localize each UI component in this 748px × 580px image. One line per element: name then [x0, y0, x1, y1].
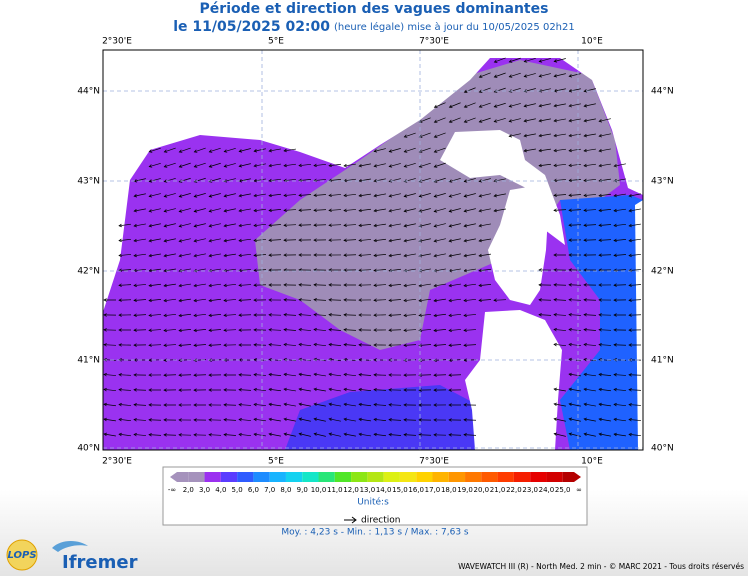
colorbar-cell	[335, 472, 351, 482]
colorbar-cell	[237, 472, 253, 482]
colorbar-cell	[253, 472, 269, 482]
colorbar-label: 18,0	[441, 486, 457, 494]
map	[103, 50, 643, 450]
date: le 11/05/2025 02:00	[173, 19, 330, 35]
lops-text: LOPS	[7, 550, 36, 561]
unit: Unité:s	[357, 497, 389, 508]
lat-label-right: 42°N	[651, 267, 674, 277]
colorbar-cell	[481, 472, 497, 482]
credits: WAVEWATCH III (R) - North Med. 2 min - ©…	[458, 562, 744, 571]
colorbar-cell	[177, 472, 188, 482]
colorbar-cell	[514, 472, 530, 482]
colorbar-label: 16,0	[408, 486, 424, 494]
lat-label-right: 44°N	[651, 87, 674, 97]
lon-label-top: 5°E	[268, 37, 284, 47]
colorbar-cell	[530, 472, 546, 482]
colorbar-cell	[563, 472, 574, 482]
stats: Moy. : 4,23 s - Min. : 1,13 s / Max. : 7…	[281, 528, 469, 538]
lon-label-bottom: 5°E	[268, 457, 284, 467]
colorbar-label: 9,0	[297, 486, 308, 494]
colorbar-label: -∞	[168, 486, 176, 494]
colorbar-label: 14,0	[376, 486, 392, 494]
lat-label-right: 40°N	[651, 444, 674, 454]
colorbar-label: ∞	[576, 486, 582, 494]
colorbar-label: 19,0	[457, 486, 473, 494]
colorbar-cell	[188, 472, 204, 482]
colorbar-label: 24,0	[539, 486, 555, 494]
direction-label: direction	[361, 516, 400, 526]
colorbar-label: 10,0	[311, 486, 327, 494]
lat-label-left: 43°N	[77, 177, 100, 187]
lon-label-bottom: 2°30'E	[102, 457, 132, 467]
lon-label-top: 7°30'E	[419, 37, 449, 47]
lat-label-right: 43°N	[651, 177, 674, 187]
colorbar-cell	[302, 472, 318, 482]
colorbar-cell	[416, 472, 432, 482]
colorbar-cell	[400, 472, 416, 482]
colorbar-cell	[270, 472, 286, 482]
lon-label-bottom: 7°30'E	[419, 457, 449, 467]
update: (heure légale) mise à jour du 10/05/2025…	[334, 21, 575, 33]
lat-label-left: 44°N	[77, 87, 100, 97]
colorbar-label: 3,0	[199, 486, 210, 494]
colorbar-label: 23,0	[522, 486, 538, 494]
title: Période et direction des vagues dominant…	[200, 1, 549, 17]
colorbar-label: 13,0	[360, 486, 376, 494]
colorbar-cell	[465, 472, 481, 482]
colorbar-cell	[498, 472, 514, 482]
colorbar-label: 8,0	[280, 486, 291, 494]
colorbar-cell	[205, 472, 221, 482]
colorbar-label: 11,0	[327, 486, 343, 494]
colorbar-cell	[546, 472, 562, 482]
colorbar-label: 20,0	[474, 486, 490, 494]
colorbar-cell	[432, 472, 448, 482]
colorbar-cell	[351, 472, 367, 482]
colorbar-label: 6,0	[248, 486, 259, 494]
colorbar-cell	[449, 472, 465, 482]
colorbar-cell	[221, 472, 237, 482]
colorbar-label: 22,0	[506, 486, 522, 494]
lon-label-top: 10°E	[581, 37, 603, 47]
colorbar-label: 4,0	[215, 486, 226, 494]
colorbar-cell	[367, 472, 383, 482]
ifremer-text: Ifremer	[62, 552, 138, 573]
colorbar-label: 2,0	[183, 486, 194, 494]
colorbar-cell	[384, 472, 400, 482]
lat-label-left: 42°N	[77, 267, 100, 277]
colorbar-label: 7,0	[264, 486, 275, 494]
lon-label-top: 2°30'E	[102, 37, 132, 47]
lat-label-right: 41°N	[651, 356, 674, 366]
lat-label-left: 40°N	[77, 444, 100, 454]
colorbar-label: 12,0	[343, 486, 359, 494]
colorbar-label: 15,0	[392, 486, 408, 494]
lon-label-bottom: 10°E	[581, 457, 603, 467]
colorbar-label: 5,0	[232, 486, 243, 494]
colorbar-label: 25,0	[555, 486, 571, 494]
lat-label-left: 41°N	[77, 356, 100, 366]
subtitle: le 11/05/2025 02:00 (heure légale) mise à…	[173, 19, 575, 35]
colorbar-label: 21,0	[490, 486, 506, 494]
colorbar-label: 17,0	[425, 486, 441, 494]
colorbar-cell	[319, 472, 335, 482]
colorbar-cell	[286, 472, 302, 482]
